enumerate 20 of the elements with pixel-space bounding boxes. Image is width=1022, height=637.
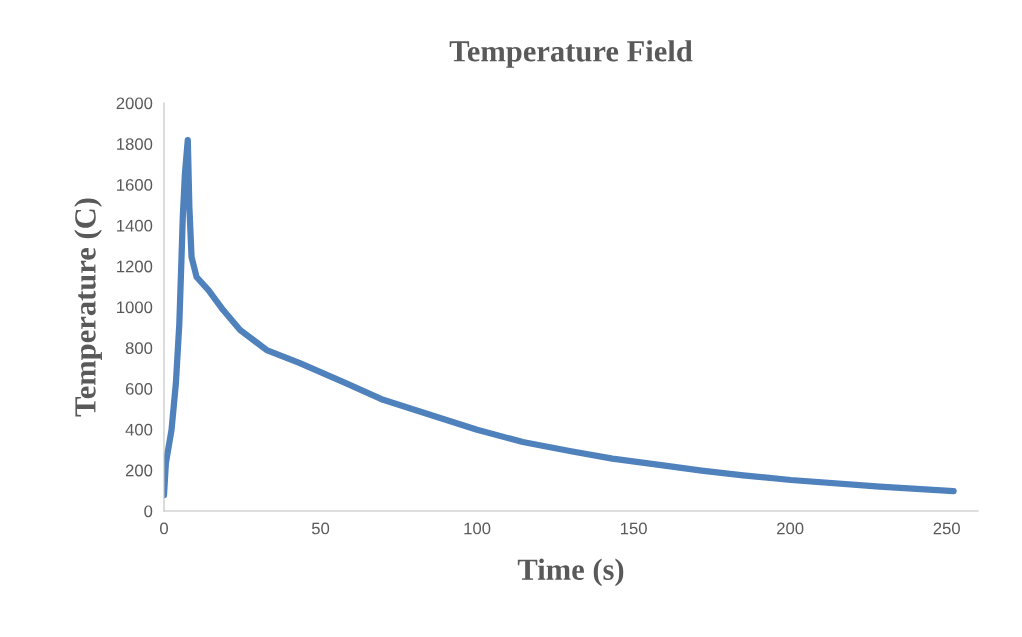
x-tick-label: 250 (933, 522, 960, 535)
y-tick-label: 800 (125, 342, 153, 354)
chart-title: Temperature Field (449, 40, 693, 68)
y-tick-label: 600 (125, 383, 153, 395)
x-tick-label: 100 (464, 522, 491, 535)
x-tick-label: 150 (620, 522, 647, 535)
y-tick-label: 400 (125, 423, 153, 436)
y-tick-label: 1400 (117, 219, 153, 232)
x-tick-label: 200 (777, 522, 804, 535)
y-tick-label: 1000 (117, 301, 153, 314)
y-tick-label: 200 (125, 464, 153, 477)
y-tick-label: 2000 (116, 97, 153, 110)
x-tick-label: 50 (311, 522, 330, 535)
x-axis-title: Time (s) (517, 558, 624, 587)
y-tick-label: 1200 (117, 260, 153, 273)
y-tick-label: 0 (144, 505, 153, 518)
y-tick-label: 1600 (117, 179, 153, 191)
y-axis-title: Temperature (C) (74, 198, 102, 417)
x-tick-label: 0 (160, 522, 168, 535)
y-tick-label: 1800 (117, 138, 153, 150)
